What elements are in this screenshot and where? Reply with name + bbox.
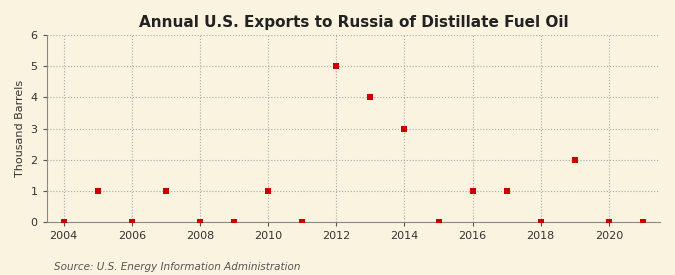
Point xyxy=(92,188,103,193)
Point xyxy=(297,219,308,224)
Point xyxy=(58,219,69,224)
Point xyxy=(535,219,546,224)
Point xyxy=(331,64,342,68)
Point xyxy=(638,219,649,224)
Point xyxy=(399,126,410,131)
Point xyxy=(433,219,444,224)
Point xyxy=(161,188,171,193)
Point xyxy=(126,219,137,224)
Text: Source: U.S. Energy Information Administration: Source: U.S. Energy Information Administ… xyxy=(54,262,300,272)
Y-axis label: Thousand Barrels: Thousand Barrels xyxy=(15,80,25,177)
Point xyxy=(229,219,240,224)
Point xyxy=(365,95,376,100)
Point xyxy=(467,188,478,193)
Title: Annual U.S. Exports to Russia of Distillate Fuel Oil: Annual U.S. Exports to Russia of Distill… xyxy=(138,15,568,30)
Point xyxy=(263,188,273,193)
Point xyxy=(194,219,205,224)
Point xyxy=(603,219,614,224)
Point xyxy=(570,157,580,162)
Point xyxy=(502,188,512,193)
